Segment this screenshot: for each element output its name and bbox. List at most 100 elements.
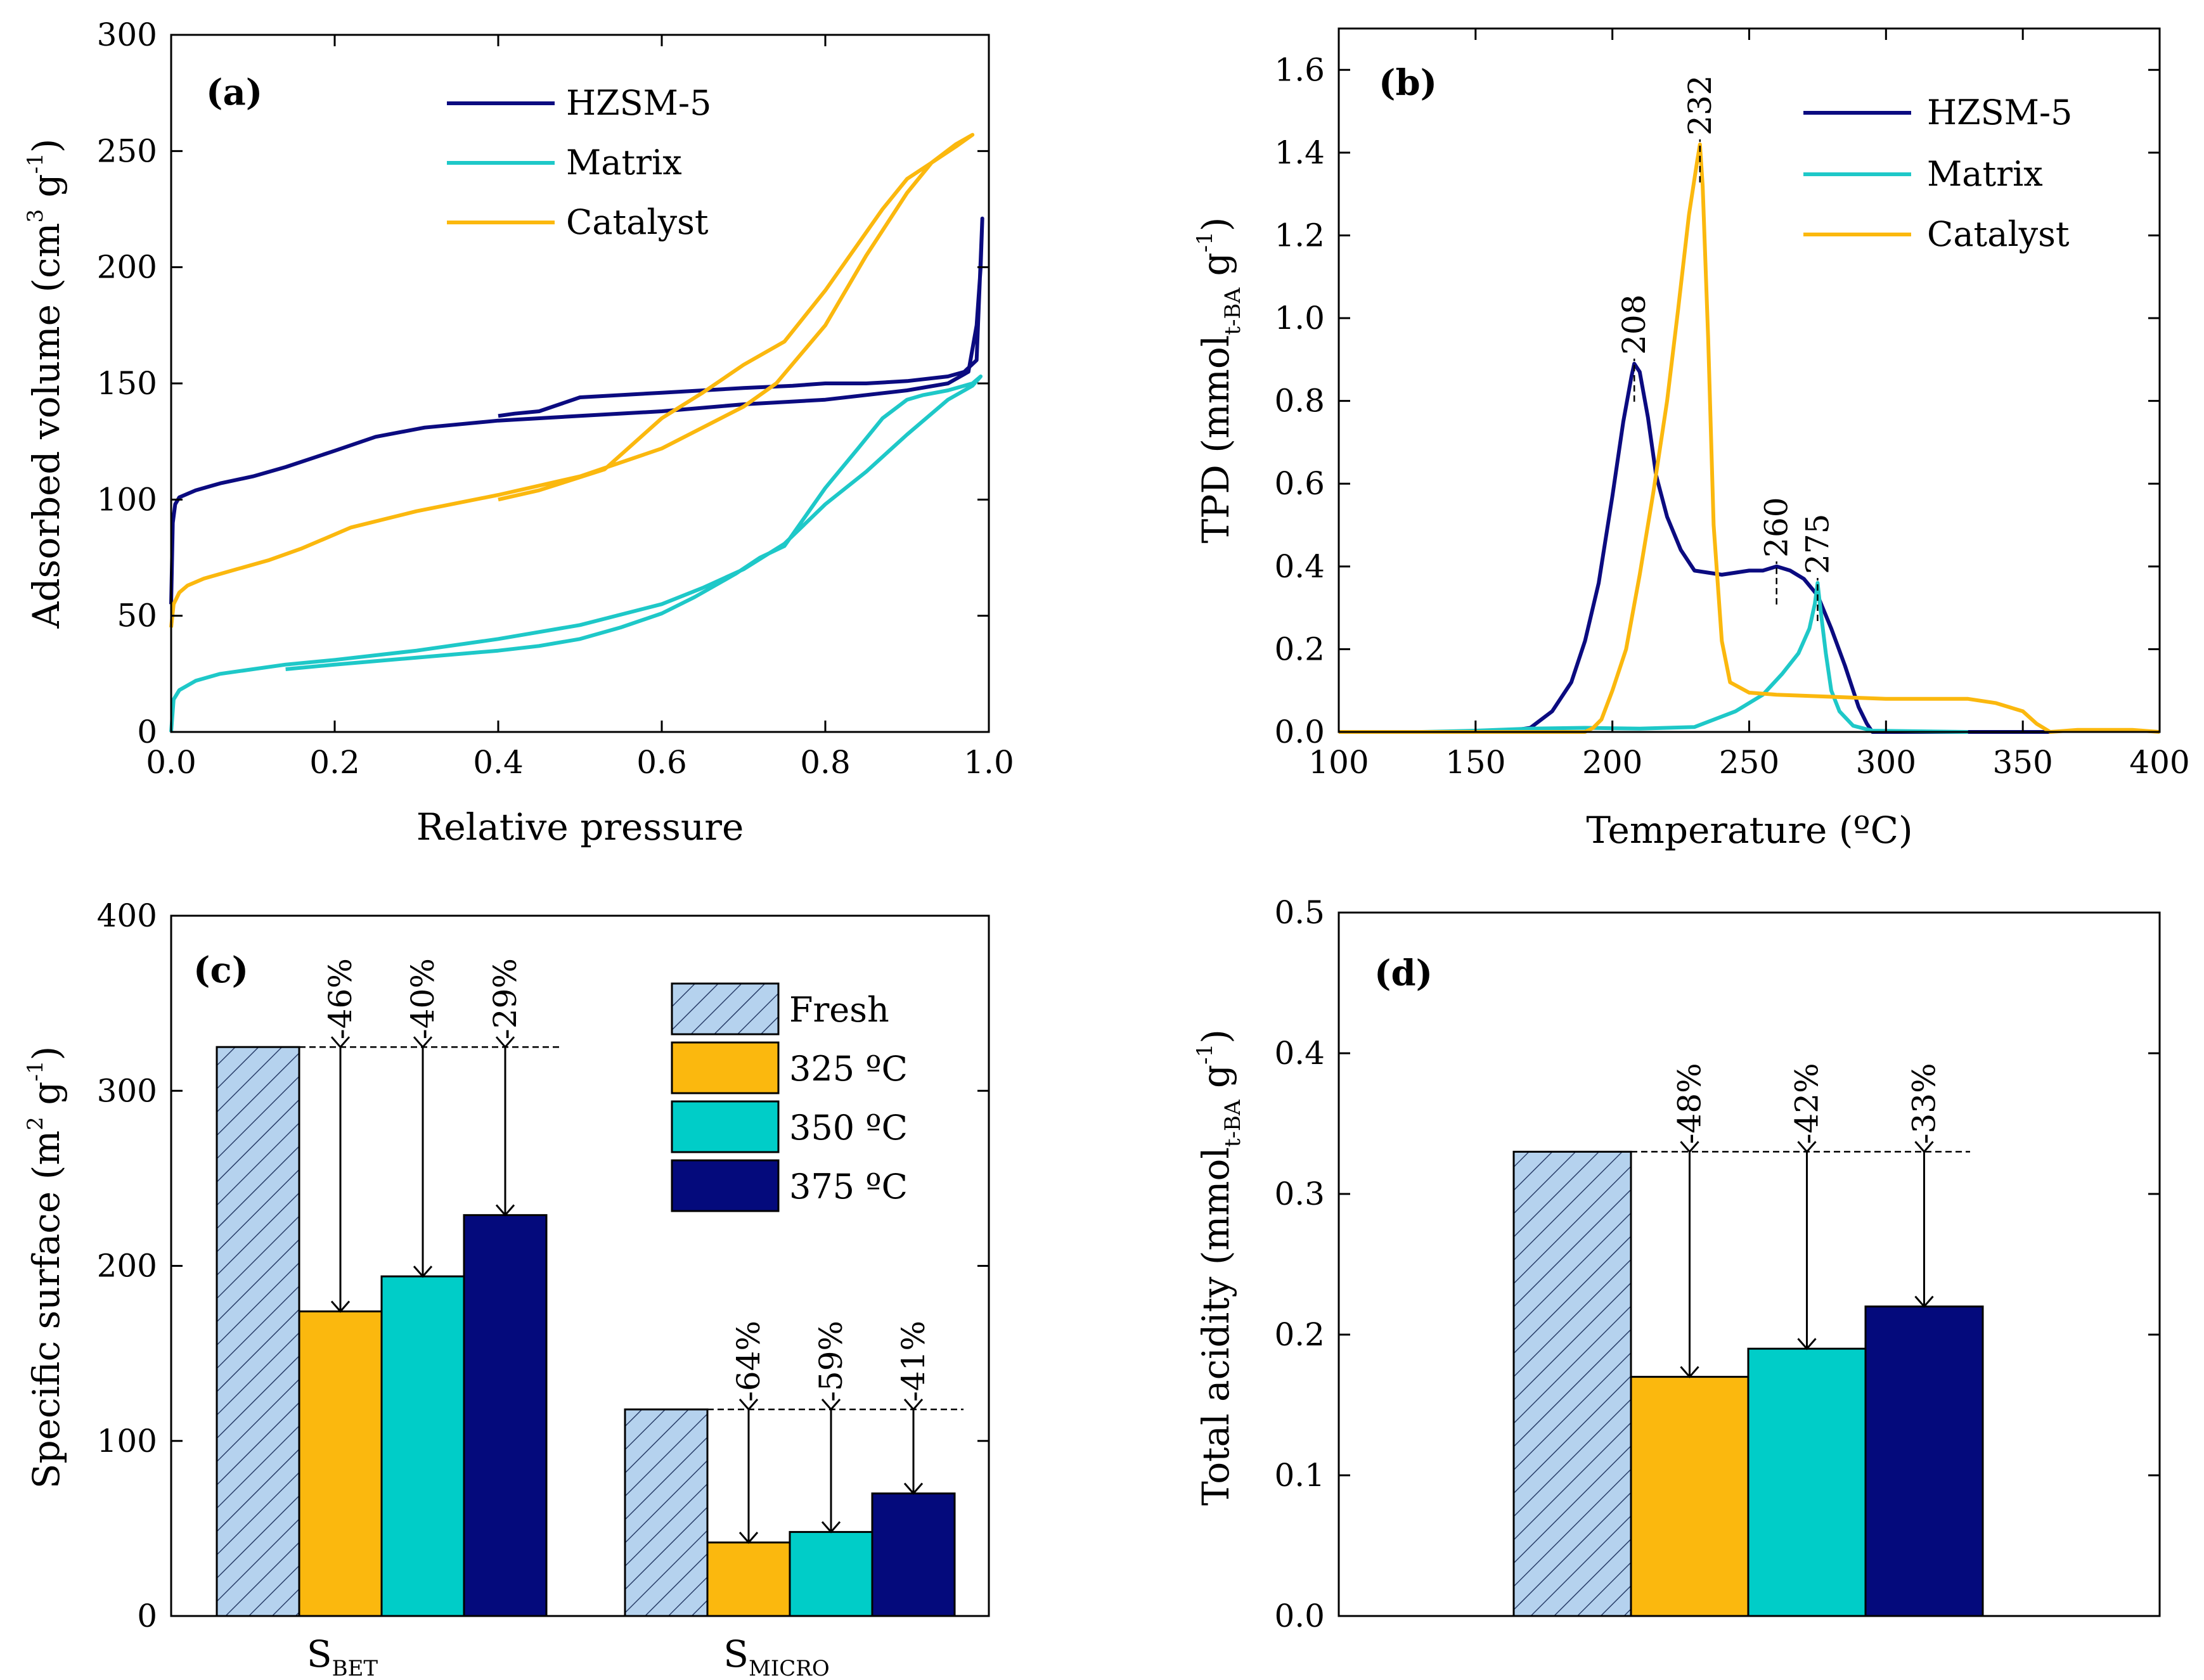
panel-c-tag: (c) <box>193 949 248 991</box>
peak-label-232: 232 <box>1682 75 1718 135</box>
sbet-pct-label: -29% <box>487 958 524 1039</box>
panel-c-ylabel: Specific surface (m2 g-1) <box>23 1046 68 1489</box>
acidity-pct-label: -33% <box>1906 1063 1943 1144</box>
series-line-matrix-b <box>1421 580 1968 734</box>
sbet-arrowhead-top <box>495 1036 515 1049</box>
panel-c-ytick-label: 300 <box>97 1072 157 1109</box>
smicro-arrowhead-bottom <box>903 1482 924 1495</box>
acidity-arrowhead-bottom <box>1680 1366 1699 1378</box>
panel-b-xtick-label: 150 <box>1445 744 1505 781</box>
smicro-pct-label: -41% <box>895 1321 932 1402</box>
legend-label-fresh: Fresh <box>789 990 889 1030</box>
legend-label-hzsm5: HZSM-5 <box>566 83 712 123</box>
sbet-arrowhead-bottom <box>495 1204 515 1217</box>
panel-a-xtick-label: 0.8 <box>800 744 851 781</box>
sbet-pct-label: -46% <box>322 958 359 1039</box>
sbet-arrowhead-bottom <box>330 1300 351 1313</box>
legend-swatch-fresh <box>671 982 780 1036</box>
panel-b-ylabel: TPD (mmolt-BA g-1) <box>1192 217 1246 544</box>
panel-c-ticks: 0 100 200 300 400 <box>97 897 989 1634</box>
panel-c-surface-chart: -46% -40% -29% -64% -59% -41% 0 100 200 300 400 (… <box>23 897 990 1680</box>
panel-d-ticks: 0.0 0.1 0.2 0.3 0.4 0.5 <box>1274 894 2160 1634</box>
legend-label-matrix: Matrix <box>566 143 682 183</box>
panel-b-xlabel: Temperature (ºC) <box>1586 809 1912 852</box>
acidity-bar-fresh <box>1512 1150 1632 1617</box>
sbet-arrowhead-bottom <box>413 1266 433 1278</box>
smicro-bar-325 <box>706 1541 791 1617</box>
panel-a-ticks: 0.0 0.2 0.4 0.6 0.8 1.0 0 50 100 150 200 250 300 <box>97 16 1014 781</box>
panel-b-ytick-label: 0.0 <box>1274 714 1325 750</box>
legend-label-325: 325 ºC <box>789 1049 908 1089</box>
acidity-pct-label: -48% <box>1672 1063 1708 1144</box>
sbet-bar-350 <box>380 1275 465 1617</box>
panel-a-xtick-label: 0.0 <box>146 744 197 781</box>
panel-b-xtick-label: 350 <box>1992 744 2053 781</box>
panel-b-legend: HZSM-5 Matrix Catalyst <box>1803 93 2073 254</box>
acidity-arrowhead-top <box>1680 1141 1699 1153</box>
panel-a-xtick-label: 0.2 <box>309 744 360 781</box>
smicro-bar-350 <box>789 1530 873 1617</box>
panel-a-ytick-label: 50 <box>117 598 157 634</box>
panel-c-ytick-label: 200 <box>97 1248 157 1285</box>
acidity-arrowhead-top <box>1914 1141 1934 1153</box>
smicro-pct-label: -59% <box>813 1321 849 1402</box>
panel-b-ytick-label: 0.2 <box>1274 631 1325 667</box>
acidity-bar-325 <box>1630 1376 1750 1617</box>
sbet-pct-label: -40% <box>404 958 441 1039</box>
smicro-bar-375 <box>871 1492 956 1617</box>
smicro-arrowhead-top <box>903 1399 924 1411</box>
panel-a-xtick-label: 0.6 <box>636 744 687 781</box>
panel-d-ytick-label: 0.0 <box>1274 1598 1325 1634</box>
sbet-arrowhead-top <box>330 1036 351 1049</box>
panel-a-xlabel: Relative pressure <box>416 805 744 849</box>
panel-b-tag: (b) <box>1379 62 1437 104</box>
legend-label-hzsm5-b: HZSM-5 <box>1927 93 2073 132</box>
legend-label-375: 375 ºC <box>789 1167 908 1207</box>
series-line-hzsm5 <box>169 216 984 605</box>
panel-b-series <box>1339 142 2160 734</box>
legend-swatch-350 <box>671 1100 780 1153</box>
panel-b-ytick-label: 1.6 <box>1274 51 1325 88</box>
panel-b-ytick-label: 0.6 <box>1274 465 1325 502</box>
sbet-bar-325 <box>298 1310 383 1617</box>
panel-b-xtick-label: 250 <box>1719 744 1779 781</box>
panel-b-ytick-label: 0.4 <box>1274 548 1325 585</box>
panel-d-ylabel: Total acidity (mmolt-BA g-1) <box>1192 1029 1246 1506</box>
panel-a-legend: HZSM-5 Matrix Catalyst <box>447 83 712 242</box>
panel-c-legend: Fresh 325 ºC 350 ºC 375 ºC <box>671 982 908 1212</box>
panel-b-ytick-label: 0.8 <box>1274 383 1325 420</box>
panel-d-ytick-label: 0.4 <box>1274 1035 1325 1072</box>
smicro-arrowhead-bottom <box>738 1531 759 1544</box>
smicro-arrowhead-bottom <box>821 1521 841 1534</box>
panel-d-bars: -48% -42% -33% <box>1512 1063 1984 1617</box>
panel-b-ytick-label: 1.4 <box>1274 134 1325 171</box>
series-line-catalyst-b <box>1339 142 2160 734</box>
panel-b-peak-labels: 208 232 260 275 <box>1616 75 1836 621</box>
panel-d-acidity-chart: -48% -42% -33% 0.0 0.1 0.2 0.3 0.4 0.5 (d) Tota… <box>1192 894 2161 1634</box>
panel-a-isotherm-chart: 0.0 0.2 0.4 0.6 0.8 1.0 0 50 100 150 200 250 300 (a)… <box>23 16 1014 849</box>
acidity-arrowhead-top <box>1797 1141 1817 1153</box>
panel-a-xtick-label: 0.4 <box>473 744 524 781</box>
legend-label-matrix-b: Matrix <box>1927 154 2043 194</box>
panel-b-ytick-label: 1.0 <box>1274 300 1325 337</box>
panel-b-xtick-label: 200 <box>1582 744 1642 781</box>
smicro-arrowhead-top <box>738 1399 759 1411</box>
panel-a-ytick-label: 200 <box>97 249 157 286</box>
peak-label-275: 275 <box>1799 514 1836 574</box>
panel-b-xtick-label: 400 <box>2129 744 2189 781</box>
panel-b-xtick-label: 300 <box>1856 744 1916 781</box>
acidity-arrowhead-bottom <box>1914 1295 1934 1308</box>
panel-a-ylabel: Adsorbed volume (cm3 g-1) <box>23 139 68 629</box>
panel-a-ytick-label: 100 <box>97 481 157 518</box>
panel-a-ytick-label: 250 <box>97 132 157 169</box>
panel-b-frame <box>1337 27 2161 733</box>
smicro-pct-label: -64% <box>730 1321 767 1402</box>
panel-c-ytick-label: 400 <box>97 897 157 934</box>
panel-b-tpd-chart: 208 232 260 275 100 150 200 250 300 350 400 0.0 0.2… <box>1192 27 2190 852</box>
panel-b-ticks: 100 150 200 250 300 350 400 0.0 0.2 0.4 0.6 0.8 1.0 1… <box>1274 29 2190 781</box>
panel-c-frame <box>170 914 990 1617</box>
panel-a-tag: (a) <box>206 72 262 113</box>
series-line-matrix <box>169 375 983 733</box>
panel-a-frame <box>170 34 990 733</box>
